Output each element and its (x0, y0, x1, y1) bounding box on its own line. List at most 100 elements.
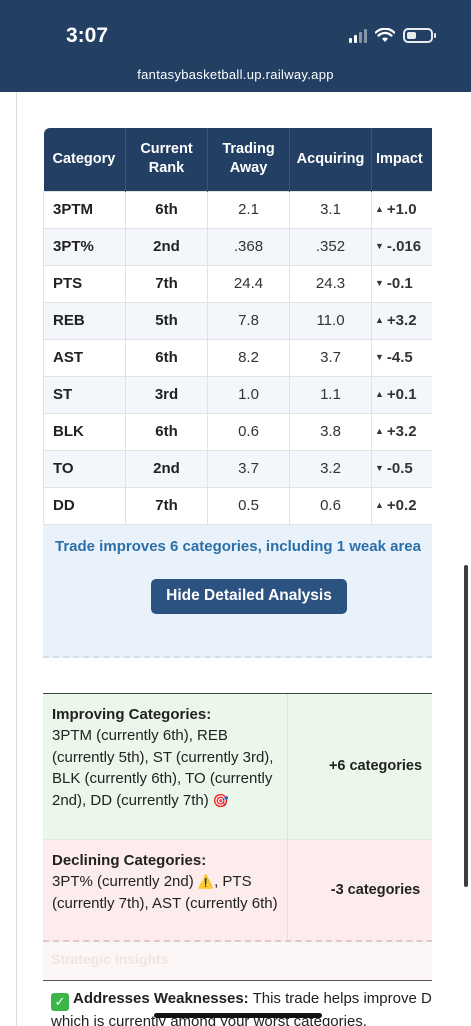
arrow-up-icon: ▲ (375, 315, 384, 325)
hide-detailed-analysis-button[interactable]: Hide Detailed Analysis (151, 578, 347, 614)
category-cell: ST (43, 375, 126, 414)
header-category: Category (43, 128, 126, 191)
impact-value: -.016 (386, 238, 422, 255)
rank-cell: 6th (125, 412, 208, 451)
home-indicator[interactable] (154, 1013, 322, 1018)
arrow-down-icon: ▼ (375, 278, 384, 288)
impact-value: -0.1 (386, 275, 413, 292)
arrow-up-icon: ▼ (375, 463, 384, 473)
acquiring-cell: 1.1 (289, 375, 372, 414)
impact-cell: ▲ +0.1 (371, 375, 432, 414)
trading-away-cell: 7.8 (207, 301, 290, 340)
arrow-up-icon: ▲ (375, 500, 384, 510)
header-trading-away: Trading Away (207, 128, 290, 191)
table-row: ST 3rd 1.0 1.1 ▲ +0.1 (43, 375, 432, 414)
arrow-up-icon: ▲ (375, 389, 384, 399)
acquiring-cell: 3.8 (289, 412, 372, 451)
trading-away-cell: .368 (207, 227, 290, 266)
table-row: DD 7th 0.5 0.6 ▲ +0.2 (43, 486, 432, 525)
arrow-up-icon: ▲ (375, 204, 384, 214)
table-row: TO 2nd 3.7 3.2 ▼ -0.5 (43, 449, 432, 488)
table-row: PTS 7th 24.4 24.3 ▼ -0.1 (43, 264, 432, 303)
header-current-rank: Current Rank (125, 128, 208, 191)
trade-summary: Trade improves 6 categories, including 1… (43, 524, 432, 658)
trading-away-cell: 3.7 (207, 449, 290, 488)
category-cell: REB (43, 301, 126, 340)
impact-cell: ▼ -0.5 (371, 449, 432, 488)
category-breakdown: Improving Categories: 3PTM (currently 6t… (43, 693, 432, 942)
impact-cell: ▲ +0.2 (371, 486, 432, 525)
rank-cell: 7th (125, 264, 208, 303)
category-cell: 3PT% (43, 227, 126, 266)
declining-categories-title: Declining Categories: (52, 851, 207, 869)
impact-value: +3.2 (386, 312, 417, 329)
impact-cell: ▼ -0.1 (371, 264, 432, 303)
trading-away-cell: 2.1 (207, 190, 290, 229)
page-content: Category Current Rank Trading Away Acqui… (16, 92, 432, 1026)
acquiring-cell: 11.0 (289, 301, 372, 340)
status-time: 3:07 (66, 24, 109, 47)
impact-value: +0.1 (386, 386, 417, 403)
header-acquiring: Acquiring (289, 128, 372, 191)
improving-categories-cell: Improving Categories: 3PTM (currently 6t… (43, 693, 288, 839)
rank-cell: 3rd (125, 375, 208, 414)
impact-cell: ▼ -4.5 (371, 338, 432, 377)
acquiring-cell: 24.3 (289, 264, 372, 303)
trade-analysis: Category Current Rank Trading Away Acqui… (43, 128, 432, 1026)
address-bar-url[interactable]: fantasybasketball.up.railway.app (137, 67, 334, 82)
strategic-insights-heading: Strategic Insights (51, 950, 169, 967)
impact-cell: ▲ +3.2 (371, 412, 432, 451)
acquiring-cell: 3.2 (289, 449, 372, 488)
improving-categories-title: Improving Categories: (52, 705, 212, 723)
trading-away-cell: 24.4 (207, 264, 290, 303)
acquiring-cell: 0.6 (289, 486, 372, 525)
acquiring-cell: 3.7 (289, 338, 372, 377)
impact-value: +0.2 (386, 497, 417, 514)
arrow-down-icon: ▼ (375, 352, 384, 362)
table-row: BLK 6th 0.6 3.8 ▲ +3.2 (43, 412, 432, 451)
rank-cell: 6th (125, 190, 208, 229)
trading-away-cell: 0.5 (207, 486, 290, 525)
declining-categories-list-rest: , PTS (currently 7th), AST (currently 6t… (52, 873, 278, 912)
trading-away-cell: 8.2 (207, 338, 290, 377)
category-cell: 3PTM (43, 190, 126, 229)
declining-count: -3 categories (330, 881, 421, 898)
table-row: 3PTM 6th 2.1 3.1 ▲ +1.0 (43, 190, 432, 229)
declining-categories-cell: Declining Categories: 3PT% (currently 2n… (43, 839, 288, 940)
battery-icon (403, 28, 436, 43)
table-row: REB 5th 7.8 11.0 ▲ +3.2 (43, 301, 432, 340)
arrow-down-icon: ▼ (375, 241, 384, 251)
checkmark-icon: ✓ (51, 992, 69, 1011)
acquiring-cell: 3.1 (289, 190, 372, 229)
strategic-insights-header: Strategic Insights (43, 941, 432, 980)
rank-cell: 6th (125, 338, 208, 377)
impact-value: +1.0 (386, 201, 417, 218)
declining-categories-list: 3PT% (currently 2nd) (52, 873, 194, 890)
cellular-signal-icon (349, 28, 367, 43)
category-cell: AST (43, 338, 126, 377)
impact-cell: ▼ -.016 (371, 227, 432, 266)
section-divider (43, 658, 432, 694)
category-impact-table: Category Current Rank Trading Away Acqui… (43, 128, 432, 525)
trading-away-cell: 0.6 (207, 412, 290, 451)
improving-count: +6 categories (328, 758, 423, 774)
acquiring-cell: .352 (289, 227, 372, 266)
weakness-title: Addresses Weaknesses: (73, 989, 249, 1007)
page-scrollbar[interactable] (464, 565, 468, 887)
table-header-row: Category Current Rank Trading Away Acqui… (43, 128, 432, 191)
impact-cell: ▲ +1.0 (371, 190, 432, 229)
improving-categories-list: 3PTM (currently 6th), REB (currently 5th… (52, 727, 274, 809)
rank-cell: 2nd (125, 449, 208, 488)
summary-text: Trade improves 6 categories, including 1… (55, 537, 421, 555)
rank-cell: 7th (125, 486, 208, 525)
impact-value: -4.5 (386, 349, 413, 366)
declining-categories-row: Declining Categories: 3PT% (currently 2n… (43, 839, 432, 942)
trading-away-cell: 1.0 (207, 375, 290, 414)
header-impact: Impact (371, 128, 432, 191)
impact-value: +3.2 (386, 423, 417, 440)
impact-value: -0.5 (386, 460, 413, 477)
table-row: AST 6th 8.2 3.7 ▼ -4.5 (43, 338, 432, 377)
warning-icon: ⚠️ (197, 874, 215, 889)
table-row: 3PT% 2nd .368.352 ▼ -.016 (43, 227, 432, 266)
category-cell: TO (43, 449, 126, 488)
